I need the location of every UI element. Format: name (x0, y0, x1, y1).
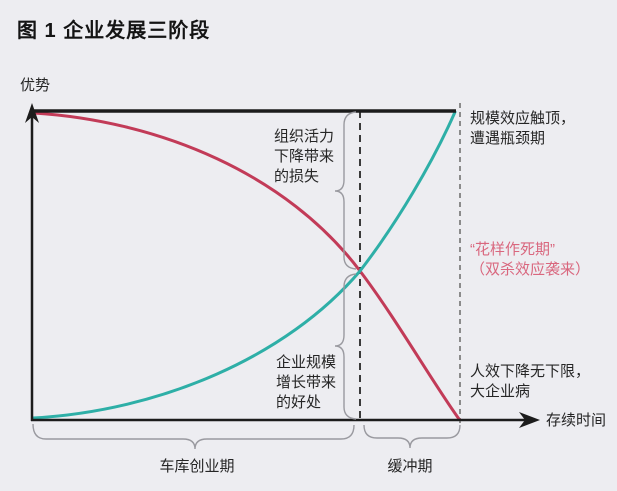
y-axis-arrow-icon (25, 103, 39, 123)
annotation-scale-benefit: 企业规模 增长带来 的好处 (276, 354, 337, 411)
brace-lower-benefit (334, 273, 357, 420)
chart-title: 图 1 企业发展三阶段 (17, 20, 211, 42)
brace-phase-garage (32, 423, 355, 450)
x-axis-label: 存续时间 (546, 412, 607, 429)
annotation-death-period: “花样作死期” （双杀效应袭来） (470, 241, 591, 278)
phase-label-garage: 车库创业期 (159, 458, 235, 475)
annotation-scale-peak: 规模效应触顶， 遭遇瓶颈期 (470, 110, 576, 147)
brace-phase-buffer (363, 424, 461, 449)
teal-curve-scale-benefit (31, 110, 457, 420)
x-axis-arrow-icon (519, 412, 540, 428)
annotation-vitality-loss: 组织活力 下降带来 的损失 (274, 128, 335, 185)
phase-label-buffer: 缓冲期 (387, 458, 433, 475)
y-axis-label: 优势 (20, 77, 51, 94)
brace-upper-loss (334, 111, 357, 270)
annotation-efficiency-drop: 人效下降无下限， 大企业病 (470, 363, 591, 400)
red-curve-vitality-loss (32, 111, 461, 421)
